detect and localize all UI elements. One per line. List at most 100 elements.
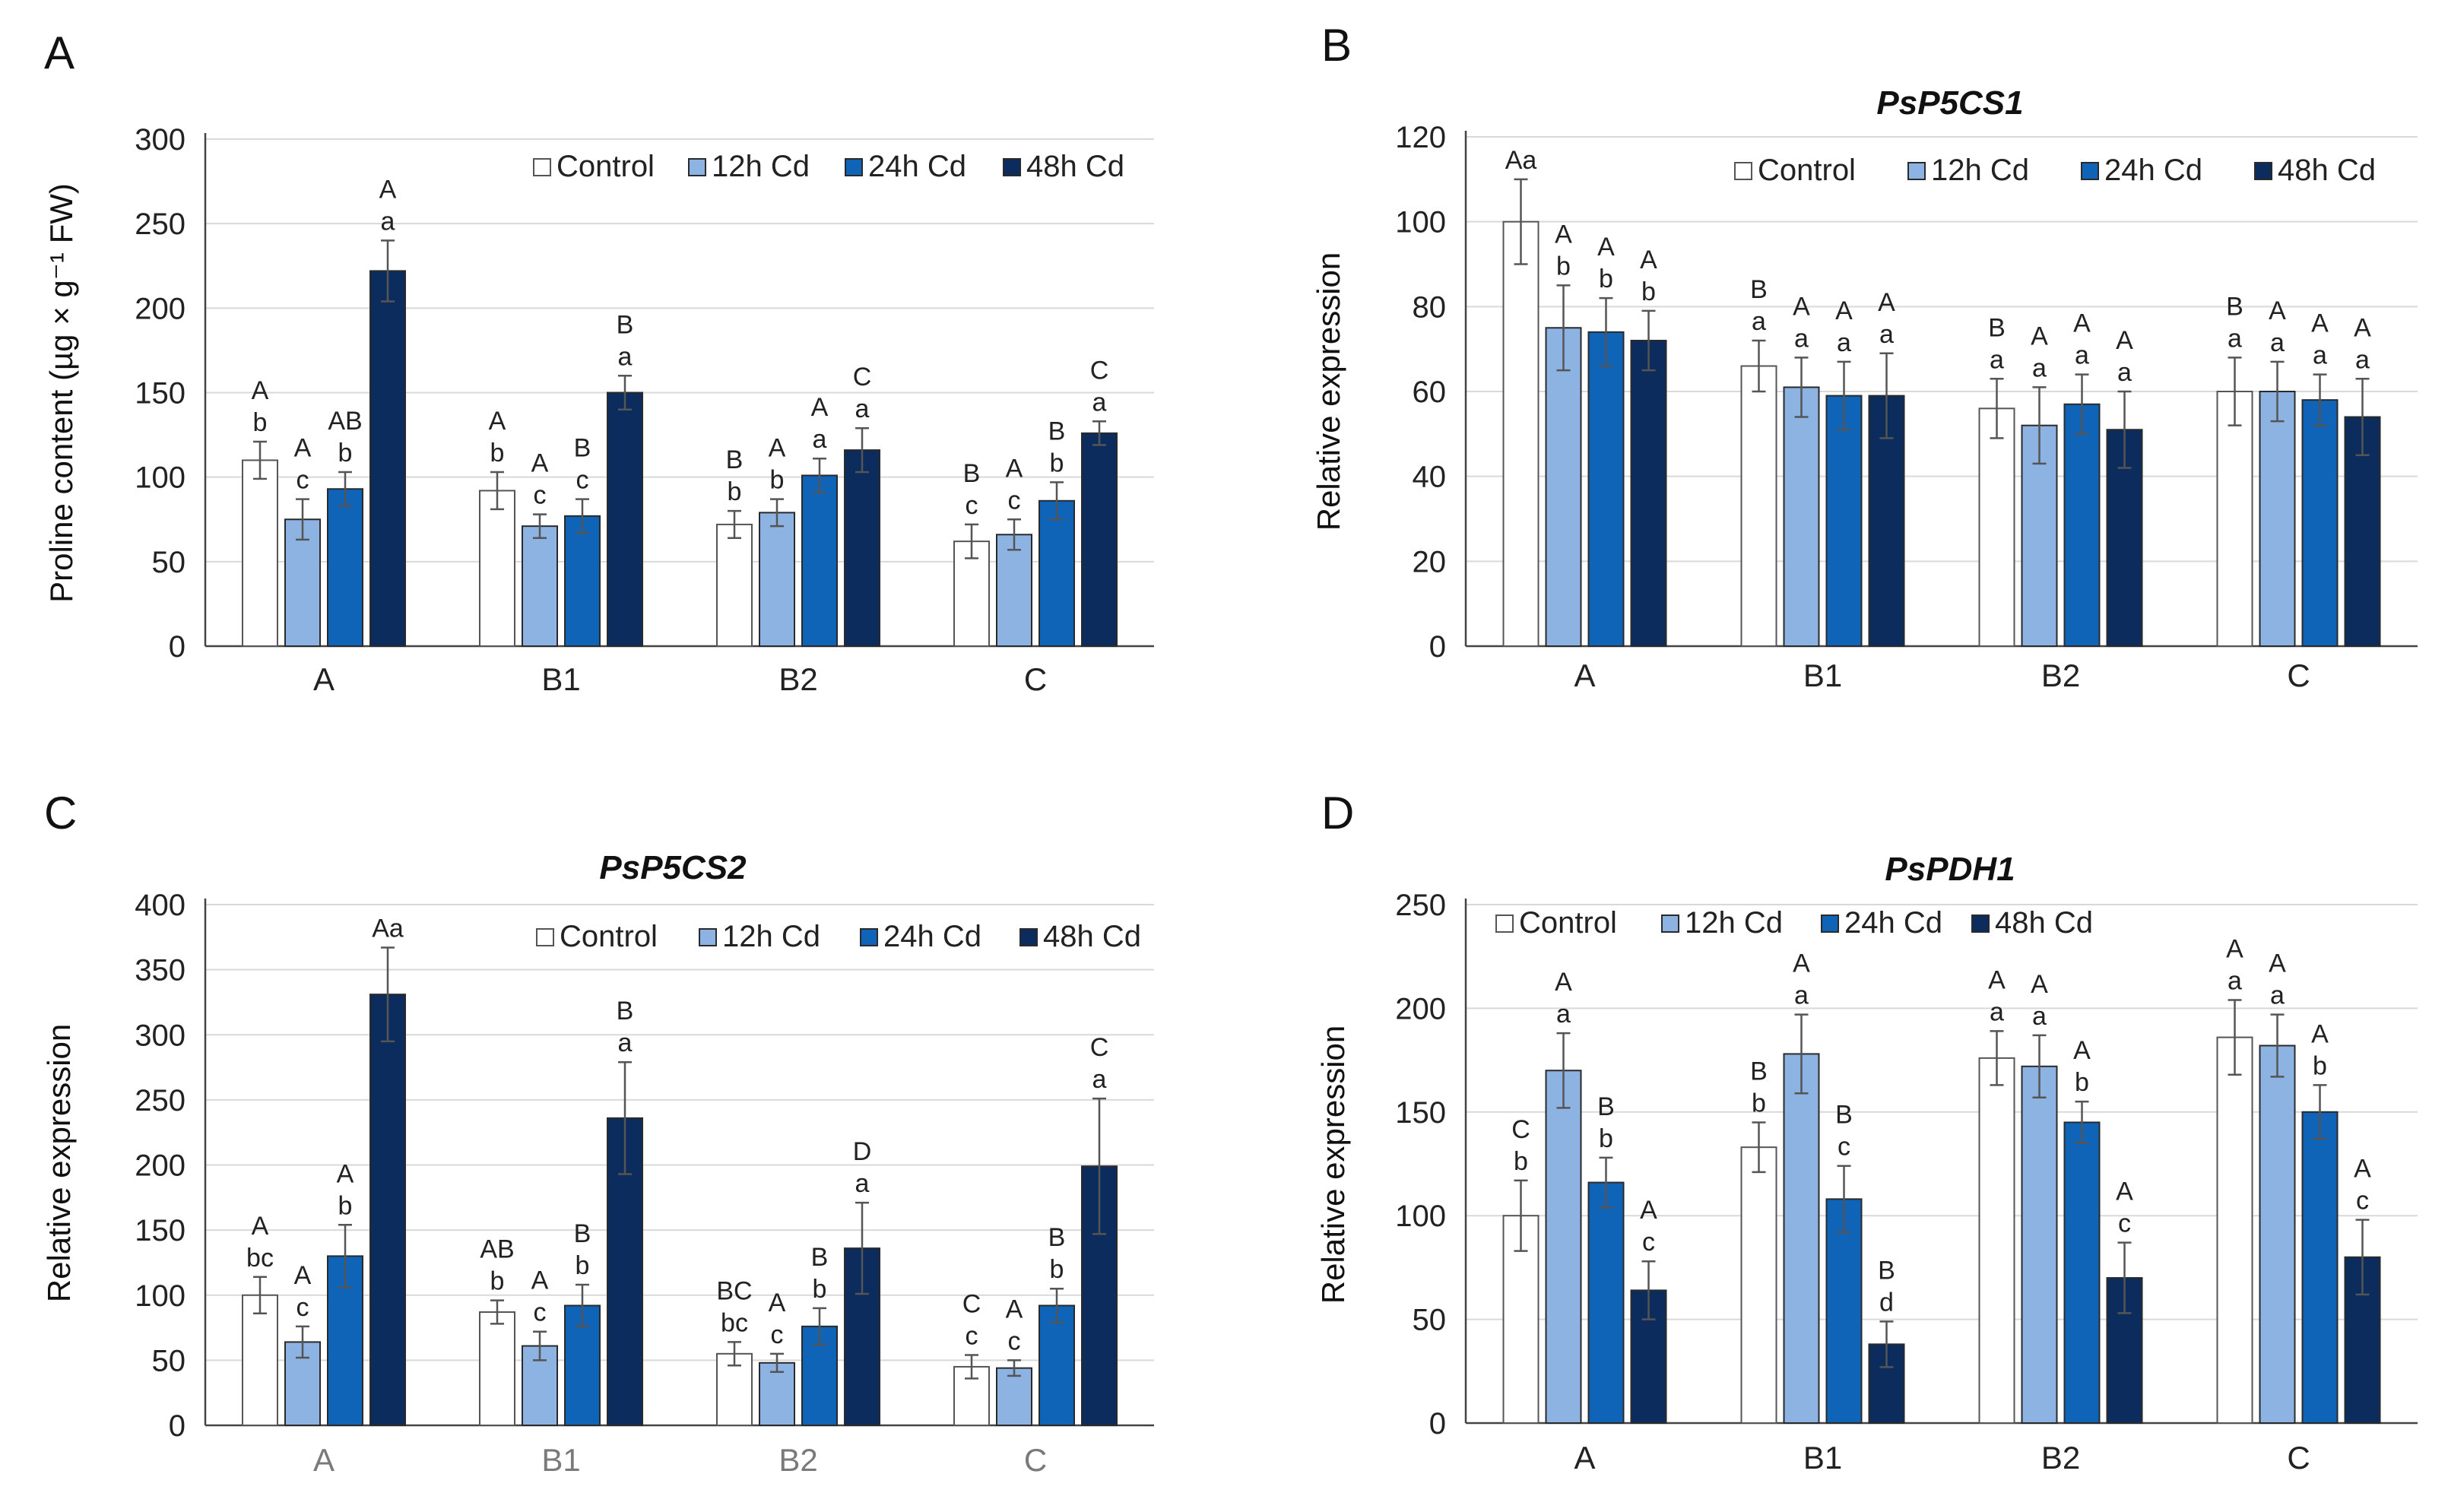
x-tick-label: B2	[778, 661, 817, 697]
bar-12h-cd	[2259, 1044, 2296, 1425]
legend-label: 48h Cd	[1043, 920, 1141, 953]
significance-upper-letter: D	[853, 1137, 872, 1166]
bar-24h-cd	[2301, 1111, 2339, 1425]
significance-lower-letter: a	[1794, 324, 1809, 353]
chart-title: PsP5CS2	[599, 849, 747, 886]
significance-upper-letter: Aa	[372, 914, 404, 943]
y-tick-label: 50	[152, 546, 186, 579]
significance-upper-letter: B	[574, 1219, 591, 1248]
significance-lower-letter: a	[1879, 320, 1894, 349]
significance-lower-letter: bc	[246, 1244, 274, 1273]
legend-swatch-control	[533, 158, 551, 176]
y-tick-label: 50	[1413, 1304, 1447, 1337]
y-tick-label: 250	[135, 1084, 186, 1117]
y-tick-label: 250	[135, 208, 186, 241]
y-tick-label: 300	[135, 123, 186, 157]
significance-lower-letter: a	[1092, 388, 1107, 417]
significance-lower-letter: c	[534, 481, 547, 510]
significance-lower-letter: c	[296, 1293, 309, 1322]
significance-upper-letter: B	[617, 997, 634, 1025]
significance-lower-letter: c	[2118, 1209, 2131, 1238]
significance-lower-letter: a	[618, 1029, 633, 1057]
panel-label: A	[44, 27, 75, 78]
x-tick-label: C	[2287, 658, 2310, 693]
significance-lower-letter: b	[1050, 1255, 1064, 1284]
bar-control	[1978, 407, 2015, 647]
y-tick-label: 200	[135, 1149, 186, 1183]
significance-lower-letter: a	[381, 207, 395, 236]
significance-upper-letter: A	[531, 1266, 549, 1295]
bar-12h-cd	[522, 525, 558, 647]
significance-upper-letter: B	[811, 1243, 829, 1272]
significance-upper-letter: A	[1597, 233, 1615, 262]
bar-24h-cd	[564, 515, 601, 648]
y-tick-label: 150	[1395, 1096, 1446, 1130]
bar-12h-cd	[2259, 391, 2296, 647]
significance-upper-letter: A	[1793, 292, 1810, 321]
significance-lower-letter: b	[490, 439, 505, 468]
y-tick-label: 100	[135, 461, 186, 495]
x-tick-label: B2	[778, 1442, 817, 1478]
legend-swatch-control	[1734, 162, 1752, 180]
bar-48h-cd	[369, 270, 406, 647]
legend-swatch-control	[536, 928, 554, 946]
legend-swatch-12h-cd	[688, 158, 706, 176]
significance-lower-letter: a	[813, 425, 827, 454]
significance-lower-letter: a	[855, 395, 870, 423]
y-tick-label: 150	[135, 1214, 186, 1247]
significance-lower-letter: b	[1599, 265, 1613, 293]
bar-24h-cd	[1825, 1198, 1863, 1424]
significance-lower-letter: c	[771, 1320, 784, 1349]
legend-swatch-48h-cd	[1019, 928, 1038, 946]
significance-lower-letter: b	[1752, 1089, 1766, 1117]
significance-upper-letter: AB	[328, 407, 362, 436]
significance-lower-letter: a	[2032, 1002, 2047, 1031]
panel-label: B	[1321, 20, 1352, 71]
y-axis-label: Relative expression	[1311, 252, 1346, 531]
y-tick-label: 60	[1413, 376, 1447, 409]
legend: Control 12h Cd 24h Cd 48h Cd	[533, 150, 1124, 183]
significance-lower-letter: a	[855, 1169, 870, 1198]
legend-label: 48h Cd	[1026, 150, 1124, 183]
bar-24h-cd	[1587, 331, 1625, 647]
significance-lower-letter: a	[2032, 353, 2047, 382]
significance-upper-letter: BC	[716, 1276, 752, 1305]
significance-upper-letter: A	[489, 407, 506, 436]
legend-swatch-24h-cd	[845, 158, 863, 176]
significance-upper-letter: A	[811, 393, 829, 422]
bar-24h-cd	[327, 488, 363, 647]
bar-24h-cd	[801, 1325, 838, 1426]
panel-a: A 0 50 100 150 200 250 300 Proline content (µg ×…	[43, 27, 1154, 697]
x-tick-label: B1	[541, 661, 580, 697]
panel-d: D PsPDH1 0 50 100 150 200 250 Relative expressio…	[1315, 788, 2418, 1476]
significance-upper-letter: A	[1006, 454, 1023, 483]
legend-swatch-48h-cd	[1971, 914, 1990, 933]
significance-lower-letter: c	[966, 1322, 978, 1351]
panel-label: C	[44, 788, 77, 838]
bar-12h-cd	[759, 1361, 795, 1427]
legend-swatch-12h-cd	[699, 928, 717, 946]
panel-c: C PsP5CS2 0 50 100 150 200 250 300 350 400 Relative…	[41, 788, 1154, 1478]
bar-24h-cd	[2063, 1121, 2101, 1424]
legend-label: Control	[557, 150, 655, 183]
significance-upper-letter: A	[2269, 949, 2286, 978]
significance-upper-letter: A	[294, 1261, 312, 1290]
y-tick-label: 80	[1413, 290, 1447, 324]
significance-lower-letter: c	[1008, 1327, 1021, 1355]
y-tick-label: 100	[1395, 206, 1446, 239]
legend-label: 24h Cd	[2104, 154, 2202, 187]
significance-upper-letter: C	[962, 1290, 981, 1319]
legend: Control 12h Cd 24h Cd 48h Cd	[1734, 154, 2376, 187]
significance-lower-letter: b	[813, 1275, 827, 1304]
significance-lower-letter: b	[338, 439, 353, 468]
significance-lower-letter: a	[1990, 997, 2004, 1026]
bar-24h-cd	[801, 474, 838, 648]
significance-lower-letter: b	[2313, 1051, 2327, 1080]
significance-upper-letter: A	[1555, 968, 1572, 997]
legend-swatch-48h-cd	[2254, 162, 2272, 180]
legend-label: 12h Cd	[722, 920, 820, 953]
bar-control	[1978, 1057, 2015, 1424]
significance-upper-letter: A	[252, 1212, 269, 1241]
significance-lower-letter: a	[618, 342, 633, 371]
significance-lower-letter: a	[2228, 324, 2242, 353]
